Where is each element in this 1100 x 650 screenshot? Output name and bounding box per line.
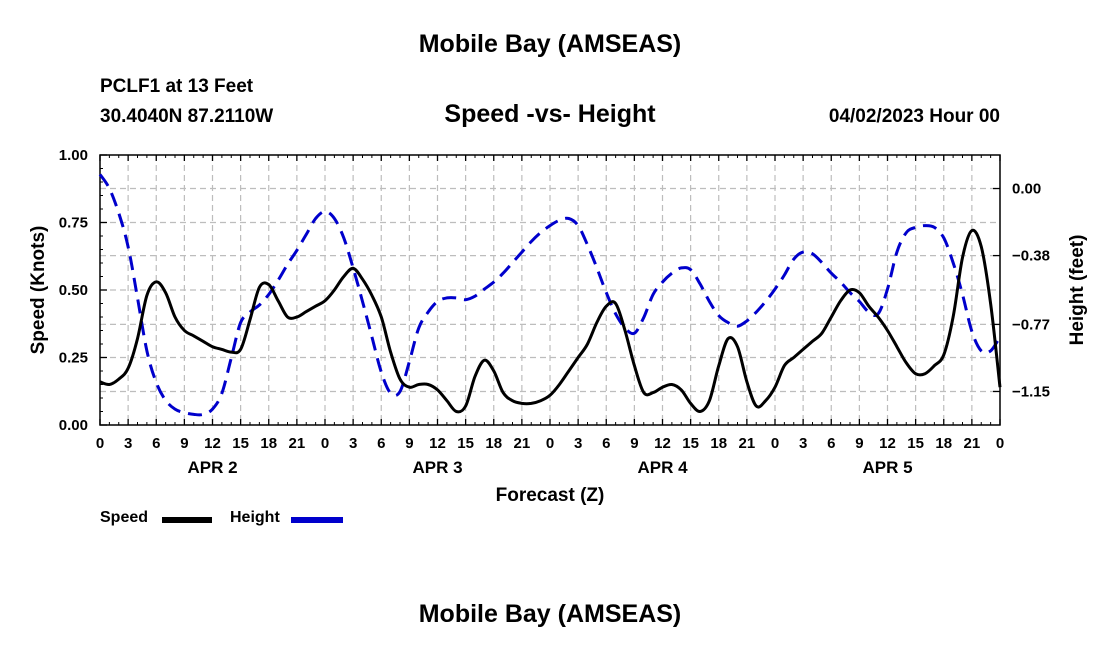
y-left-tick-label: 0.75 <box>59 215 88 232</box>
x-tick-label: 0 <box>546 435 554 452</box>
x-tick-label: 21 <box>514 435 531 452</box>
x-tick-label: 9 <box>630 435 638 452</box>
series-lines <box>98 173 1002 417</box>
y-left-tick-label: 0.25 <box>59 350 88 367</box>
x-tick-label: 12 <box>654 435 671 452</box>
x-tick-label: 18 <box>710 435 727 452</box>
x-tick-label: 21 <box>289 435 306 452</box>
legend-speed-label: Speed <box>100 509 149 526</box>
x-day-label: APR 3 <box>412 458 462 477</box>
y-axis-title-right: Height (feet) <box>1067 235 1088 346</box>
axis-ticks <box>99 154 1001 426</box>
x-tick-label: 9 <box>405 435 413 452</box>
x-tick-label: 15 <box>232 435 249 452</box>
chart-title: Mobile Bay (AMSEAS) <box>418 30 682 58</box>
x-tick-label: 3 <box>799 435 807 452</box>
y-right-tick-label: −0.38 <box>1012 248 1050 265</box>
x-tick-label: 12 <box>204 435 221 452</box>
x-tick-label: 12 <box>429 435 446 452</box>
x-tick-label: 3 <box>349 435 357 452</box>
legend-height-label: Height <box>230 509 280 526</box>
x-tick-label: 21 <box>964 435 981 452</box>
x-day-label: APR 4 <box>637 458 688 477</box>
x-tick-label: 6 <box>827 435 835 452</box>
y-left-tick-label: 1.00 <box>59 147 88 164</box>
x-tick-label: 15 <box>907 435 924 452</box>
legend-height-swatch <box>291 517 343 523</box>
x-tick-label: 0 <box>321 435 329 452</box>
axis-labels: 0 3 6 9 12 15 18 21 0 3 6 9 12 15 18 21 0 3 6 9 12 15 18 21 0 3 6 9… <box>28 147 1088 506</box>
y-left-tick-label: 0.00 <box>59 417 88 434</box>
chart-subtitle: Speed -vs- Height <box>444 100 656 128</box>
x-tick-label: 3 <box>574 435 582 452</box>
x-tick-label: 9 <box>180 435 188 452</box>
x-tick-label: 12 <box>879 435 896 452</box>
x-tick-label: 18 <box>935 435 952 452</box>
y-right-tick-label: 0.00 <box>1012 181 1041 198</box>
legend-speed-swatch <box>162 517 212 523</box>
footer-title: Mobile Bay (AMSEAS) <box>418 600 682 628</box>
x-tick-label: 15 <box>682 435 699 452</box>
y-right-tick-label: −1.15 <box>1012 383 1050 400</box>
x-tick-label: 6 <box>152 435 160 452</box>
x-axis-title: Forecast (Z) <box>496 485 605 506</box>
y-axis-title-left: Speed (Knots) <box>28 226 49 355</box>
x-tick-label: 18 <box>485 435 502 452</box>
x-tick-label: 18 <box>260 435 277 452</box>
x-tick-label: 0 <box>771 435 779 452</box>
x-tick-label: 21 <box>739 435 756 452</box>
x-day-label: APR 2 <box>187 458 237 477</box>
x-tick-label: 3 <box>124 435 132 452</box>
x-tick-label: 15 <box>457 435 474 452</box>
x-tick-label: 0 <box>96 435 104 452</box>
location-coordinates: 30.4040N 87.2110W <box>100 106 274 127</box>
x-tick-label: 0 <box>996 435 1004 452</box>
height-series-line <box>98 173 1002 417</box>
x-tick-label: 6 <box>377 435 385 452</box>
y-left-tick-label: 0.50 <box>59 282 88 299</box>
grid <box>100 155 1000 425</box>
speed-series-line <box>99 228 1002 414</box>
station-label: PCLF1 at 13 Feet <box>100 76 254 97</box>
forecast-datetime: 04/02/2023 Hour 00 <box>828 106 1000 127</box>
x-tick-label: 9 <box>855 435 863 452</box>
x-day-label: APR 5 <box>862 458 912 477</box>
x-tick-label: 6 <box>602 435 610 452</box>
y-right-tick-label: −0.77 <box>1012 316 1050 333</box>
